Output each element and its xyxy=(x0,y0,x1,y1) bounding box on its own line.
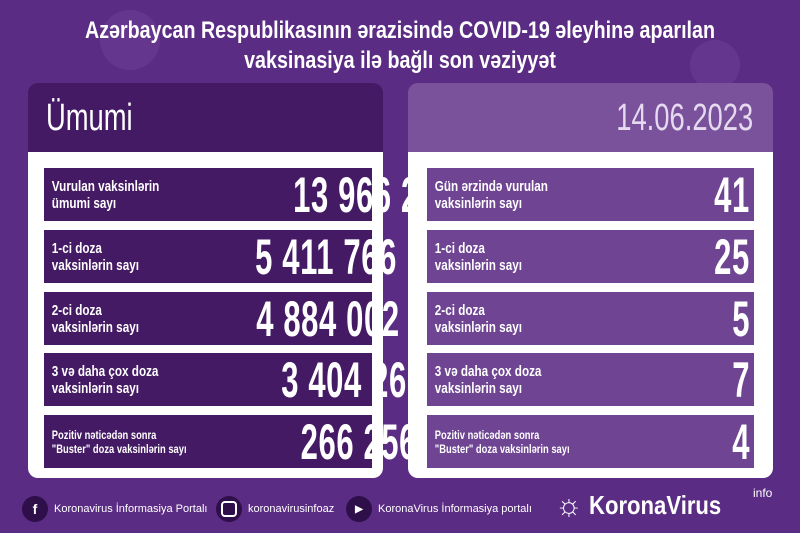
stat-row: 2-ci doza vaksinlərin sayı 5 xyxy=(427,290,754,347)
stat-value: 4 884 002 xyxy=(255,290,400,347)
title-line-2: vaksinasiya ilə bağlı son vəziyyət xyxy=(244,47,556,74)
stat-value: 25 xyxy=(714,228,751,285)
stat-label: 1-ci doza vaksinlərin sayı xyxy=(51,239,139,274)
stat-value: 266 256 xyxy=(300,413,417,470)
date-header: 14.06.2023 xyxy=(408,83,773,153)
stat-value: 5 411 766 xyxy=(254,228,397,285)
stat-label: 3 və daha çox doza vaksinlərin sayı xyxy=(434,362,542,397)
stat-label: 2-ci doza vaksinlərin sayı xyxy=(434,301,522,336)
total-header-text: Ümumi xyxy=(46,97,133,139)
stat-label: Gün ərzində vurulan vaksinlərin sayı xyxy=(434,177,548,212)
sun-virus-icon: ☼ xyxy=(555,488,583,522)
stat-row: 1-ci doza vaksinlərin sayı 5 411 766 xyxy=(44,229,396,285)
stat-row: Vurulan vaksinlərin ümumi sayı 13 966 285 xyxy=(44,167,454,223)
stat-row: 3 və daha çox doza vaksinlərin sayı 7 xyxy=(427,351,754,408)
facebook-label: Koronavirus İnformasiya Portalı xyxy=(54,503,208,515)
stat-label: 2-ci doza vaksinlərin sayı xyxy=(51,301,139,336)
stat-label: 1-ci doza vaksinlərin sayı xyxy=(434,239,522,274)
stat-value: 3 404 261 xyxy=(280,351,425,408)
facebook-link[interactable]: f Koronavirus İnformasiya Portalı xyxy=(22,496,207,522)
facebook-icon: f xyxy=(22,496,48,522)
instagram-link[interactable]: koronavirusinfoaz xyxy=(216,496,334,522)
youtube-icon: ▶ xyxy=(346,496,372,522)
stat-row: Pozitiv nəticədən sonra "Buster" doza vak… xyxy=(44,414,416,470)
stat-value: 41 xyxy=(714,166,751,223)
stat-value: 4 xyxy=(732,413,751,470)
logo-sup: info xyxy=(753,486,773,500)
stat-value: 5 xyxy=(732,290,751,347)
logo-text: KoronaVirus xyxy=(588,490,721,520)
date-text: 14.06.2023 xyxy=(616,97,753,139)
total-header: Ümumi xyxy=(28,83,383,153)
stat-row: Gün ərzində vurulan vaksinlərin sayı 41 xyxy=(427,166,754,223)
total-panel: Vurulan vaksinlərin ümumi sayı 13 966 285 … xyxy=(28,152,454,478)
instagram-label: koronavirusinfoaz xyxy=(248,503,335,515)
stat-label: Pozitiv nəticədən sonra "Buster" doza vak… xyxy=(51,427,187,456)
stat-label: Vurulan vaksinlərin ümumi sayı xyxy=(51,177,160,212)
youtube-link[interactable]: ▶ KoronaVirus İnformasiya portalı xyxy=(346,496,532,522)
title-line-1: Azərbaycan Respublikasının ərazisində CO… xyxy=(85,17,715,44)
virus-decoration xyxy=(690,40,740,90)
virus-decoration xyxy=(100,10,160,70)
stat-value: 7 xyxy=(732,351,751,408)
stat-row: 3 və daha çox doza vaksinlərin sayı 3 404 … xyxy=(44,352,424,408)
stat-label: Pozitiv nəticədən sonra "Buster" doza vak… xyxy=(434,427,570,456)
youtube-label: KoronaVirus İnformasiya portalı xyxy=(378,503,532,515)
koronavirus-logo: ☼ KoronaVirus info xyxy=(555,486,772,522)
stat-row: 1-ci doza vaksinlərin sayı 25 xyxy=(427,228,754,285)
stat-label: 3 və daha çox doza vaksinlərin sayı xyxy=(51,362,159,397)
stat-row: 2-ci doza vaksinlərin sayı 4 884 002 xyxy=(44,291,399,347)
daily-panel: Gün ərzində vurulan vaksinlərin sayı 41 1-… xyxy=(408,152,773,478)
stat-row: Pozitiv nəticədən sonra "Buster" doza vak… xyxy=(427,413,754,470)
instagram-icon xyxy=(216,496,242,522)
footer: f Koronavirus İnformasiya Portalı korona… xyxy=(0,486,800,526)
